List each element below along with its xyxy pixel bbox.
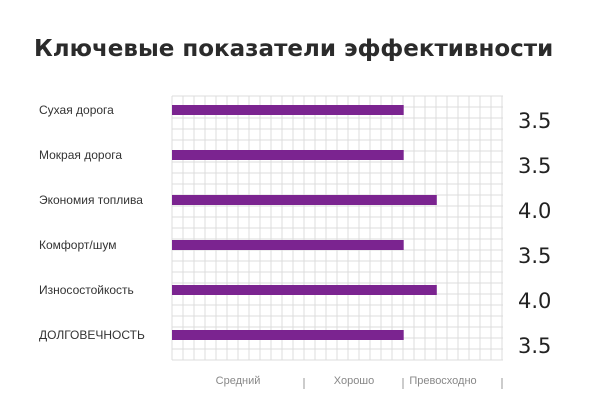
scale-label-excellent: Превосходно <box>409 375 477 387</box>
bar <box>172 195 437 205</box>
category-label: Мокрая дорога <box>39 148 123 162</box>
bar <box>172 105 404 115</box>
data-label: 3.5 <box>518 154 552 178</box>
grid <box>171 95 503 361</box>
category-label: Экономия топлива <box>39 193 143 207</box>
bar <box>172 285 437 295</box>
chart-title: Ключевые показатели эффективности <box>34 36 554 62</box>
scale-label-average: Средний <box>215 375 261 387</box>
data-label: 4.0 <box>518 199 552 223</box>
scale-separators <box>303 378 503 389</box>
category-label: Износостойкость <box>39 283 134 297</box>
scale-label-good: Хорошо <box>333 375 375 387</box>
category-label: Комфорт/шум <box>39 238 117 252</box>
data-label: 3.5 <box>518 109 552 133</box>
data-label: 3.5 <box>518 334 552 358</box>
data-label: 4.0 <box>518 289 552 313</box>
data-label: 3.5 <box>518 244 552 268</box>
bars <box>172 105 437 340</box>
bar <box>172 330 404 340</box>
bar <box>172 240 404 250</box>
bar <box>172 150 404 160</box>
category-label: Сухая дорога <box>39 103 114 117</box>
category-label: ДОЛГОВЕЧНОСТЬ <box>39 328 145 342</box>
